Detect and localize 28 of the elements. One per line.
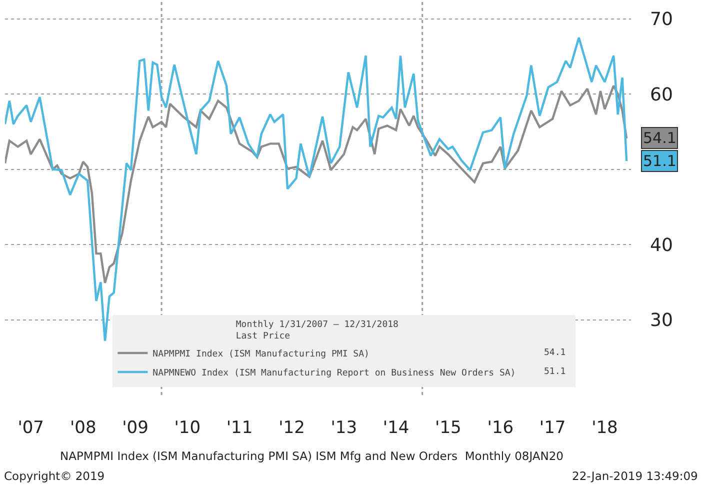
text: 51.1	[544, 367, 566, 377]
x-tick-label: '10	[174, 418, 201, 438]
x-tick-label: '16	[487, 418, 514, 438]
x-tick-label: '18	[592, 418, 618, 438]
text: 54.1	[544, 348, 566, 358]
x-tick-label: '15	[435, 418, 462, 438]
text: Copyright© 2019	[4, 469, 105, 483]
x-tick-label: '08	[70, 418, 96, 438]
legend-title: Monthly 1/31/2007 – 12/31/2018 Last Price	[236, 320, 398, 342]
line-series	[5, 84, 628, 284]
x-tick-label: '13	[330, 418, 358, 438]
x-tick-label: '17	[539, 418, 566, 438]
annotation: 51.1	[643, 152, 676, 170]
x-tick-label: '11	[226, 418, 253, 438]
x-tick-label: '09	[122, 418, 148, 438]
legend-label: NAPMPMI Index (ISM Manufacturing PMI SA)	[152, 350, 370, 360]
text: 22-Jan-2019 13:49:09	[572, 469, 698, 483]
x-tick-label: '14	[382, 418, 410, 438]
legend-label: NAPMNEWO Index (ISM Manufacturing Report on Business New Orders SA)	[152, 368, 516, 379]
y-tick-label: 70	[650, 9, 673, 30]
y-tick-label: 40	[650, 234, 673, 256]
line-series	[5, 36, 628, 342]
x-tick-label: '12	[278, 418, 305, 438]
x-tick-label: '07	[18, 418, 44, 438]
text: NAPMPMI Index (ISM Manufacturing PMI SA) ISM Mfg and New Orders Monthly 08JAN20	[60, 449, 564, 463]
y-tick-label: 30	[650, 310, 673, 332]
annotation: 54.1	[643, 129, 676, 147]
y-tick-label: 60	[650, 84, 673, 106]
